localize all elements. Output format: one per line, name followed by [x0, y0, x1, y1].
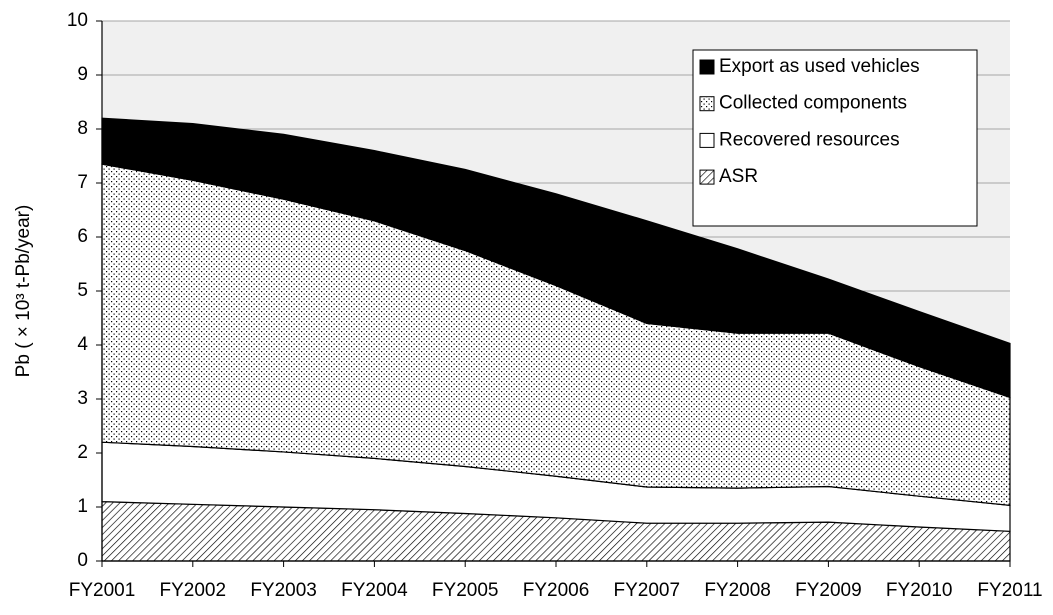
x-tick-label: FY2001 — [69, 580, 136, 601]
legend-label: Export as used vehicles — [719, 56, 920, 77]
y-tick-label: 5 — [77, 280, 88, 301]
legend-label: Recovered resources — [719, 129, 900, 150]
x-tick-label: FY2005 — [432, 580, 499, 601]
y-tick-label: 8 — [77, 118, 88, 139]
x-tick-label: FY2011 — [977, 580, 1042, 601]
x-tick-label: FY2002 — [160, 580, 227, 601]
x-tick-label: FY2007 — [614, 580, 681, 601]
y-tick-label: 9 — [77, 64, 88, 85]
x-tick-label: FY2004 — [341, 580, 408, 601]
y-tick-label: 7 — [77, 172, 88, 193]
area — [101, 117, 1011, 399]
x-tick-label: FY2010 — [886, 580, 953, 601]
x-tick-label: FY2009 — [795, 580, 862, 601]
legend-swatch — [699, 132, 715, 148]
legend-label: Collected components — [719, 93, 907, 114]
legend-label: ASR — [719, 166, 758, 187]
y-tick-label: 2 — [77, 442, 88, 463]
x-tick-label: FY2003 — [250, 580, 317, 601]
y-axis-label: Pb ( × 10³ t-Pb/year) — [13, 205, 34, 378]
y-tick-label: 10 — [67, 10, 88, 31]
x-tick-label: FY2008 — [704, 580, 771, 601]
y-tick-label: 6 — [77, 226, 88, 247]
y-tick-label: 1 — [77, 496, 88, 517]
legend-swatch — [699, 169, 715, 185]
y-tick-label: 3 — [77, 388, 88, 409]
x-tick-label: FY2006 — [523, 580, 590, 601]
legend-swatch — [699, 96, 715, 112]
y-tick-label: 0 — [77, 550, 88, 571]
y-tick-label: 4 — [77, 334, 88, 355]
legend-swatch — [699, 59, 715, 75]
legend-box — [692, 49, 978, 227]
